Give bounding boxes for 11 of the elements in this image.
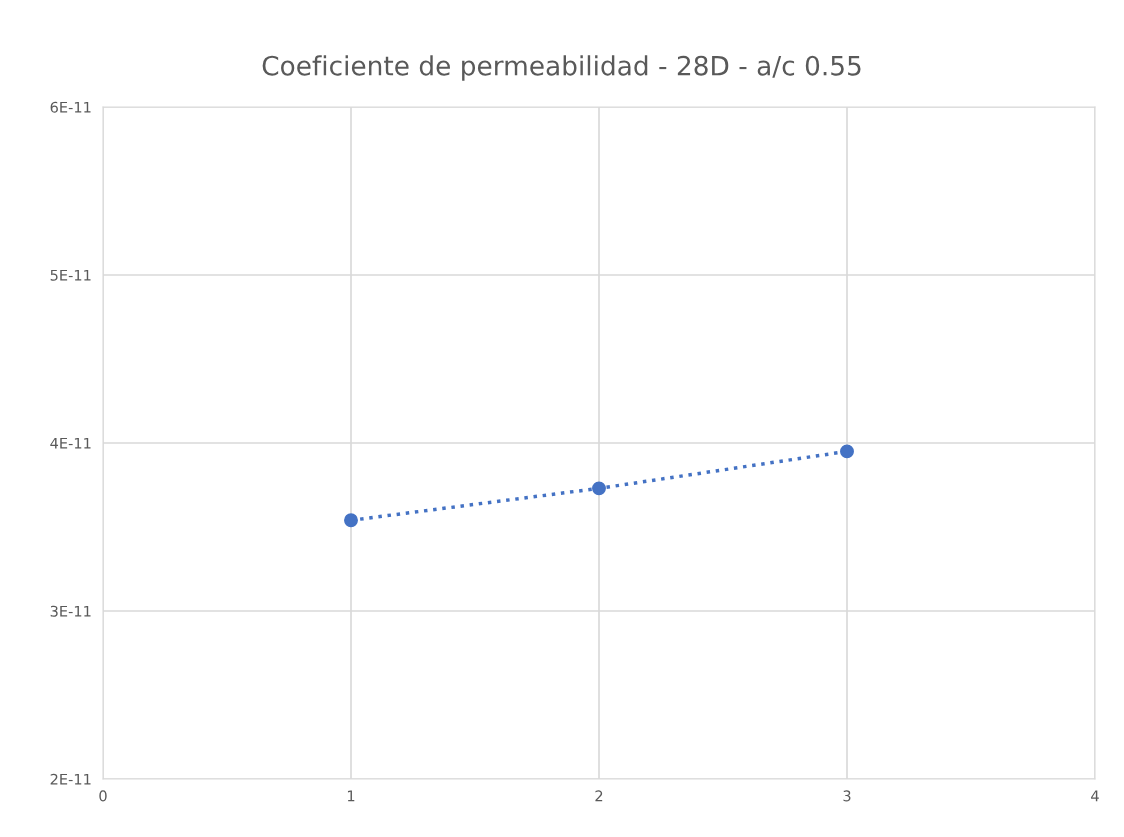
y-tick-label: 5E-11 [50, 269, 91, 281]
x-tick-label: 4 [1091, 790, 1099, 802]
y-tick-label: 2E-11 [50, 773, 91, 785]
y-tick-label: 3E-11 [50, 605, 91, 617]
chart-title: Coeficiente de permeabilidad - 28D - a/c 0.55 [262, 55, 861, 81]
x-tick-label: 1 [347, 790, 355, 802]
x-tick-label: 2 [595, 790, 603, 802]
y-tick-label: 6E-11 [50, 101, 91, 113]
x-tick-label: 0 [99, 790, 107, 802]
y-tick-label: 4E-11 [50, 437, 91, 449]
x-tick-label: 3 [843, 790, 851, 802]
